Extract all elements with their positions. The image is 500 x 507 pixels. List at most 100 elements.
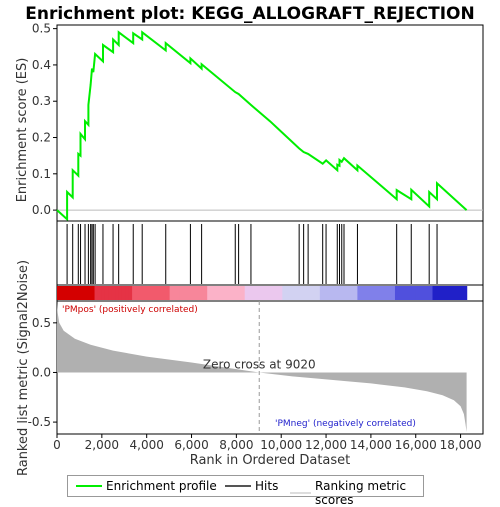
heatmap-cell [111,286,116,300]
x-tick-label: 4,000 [130,438,164,452]
x-tick-label: 6,000 [174,438,208,452]
heatmap-cell [196,286,201,300]
metric-y-tick-label: -0.5 [28,415,51,429]
heatmap-cell [401,286,406,300]
hits-swatch [225,485,251,487]
heatmap-cell [227,286,232,300]
heatmap-cell [391,286,396,300]
heatmap-cell [108,286,113,300]
x-tick-label: 10,000 [260,438,302,452]
heatmap-cell [330,286,335,300]
heatmap-cell [217,286,222,300]
heatmap-cell [299,286,304,300]
es-y-axis-label: Enrichment score (ES) [15,58,30,203]
heatmap-cell [432,286,437,300]
heatmap-cell [306,286,311,300]
heatmap-cell [220,286,225,300]
heatmap-cell [261,286,266,300]
x-tick-label: 12,000 [305,438,347,452]
chart-title: Enrichment plot: KEGG_ALLOGRAFT_REJECTIO… [25,4,475,24]
heatmap-cell [364,286,369,300]
heatmap-cell [374,286,379,300]
heatmap-cell [452,286,457,300]
es-y-tick-label: 0.3 [32,94,51,108]
zero-cross-label: Zero cross at 9020 [203,357,316,371]
heatmap-cell [333,286,338,300]
heatmap-cell [350,286,355,300]
heatmap-cell [210,286,215,300]
heatmap-cell [268,286,273,300]
legend-label-ranking-metric: Ranking metric scores [315,479,407,507]
legend-label-hits: Hits [255,479,279,493]
heatmap-cell [412,286,417,300]
heatmap-cell [422,286,427,300]
x-axis-label: Rank in Ordered Dataset [190,453,351,468]
heatmap-cell [371,286,376,300]
heatmap-cell [326,286,331,300]
heatmap-cell [244,286,249,300]
heatmap-cell [234,286,239,300]
heatmap-cell [118,286,123,300]
heatmap-cell [149,286,154,300]
heatmap-cell [459,286,464,300]
es-y-tick-label: 0.2 [32,131,51,145]
heatmap-cell [207,286,212,300]
heatmap-cell [405,286,410,300]
x-tick-label: 0 [53,438,61,452]
heatmap-cell [224,286,229,300]
heatmap-cell [435,286,440,300]
heatmap-cell [439,286,444,300]
heatmap-cell [265,286,270,300]
heatmap-cell [203,286,208,300]
legend: Enrichment profile Hits Ranking metric s… [67,475,424,507]
heatmap-cell [145,286,150,300]
es-y-axis: 0.0 0.1 0.2 0.3 0.4 0.5 [32,22,57,217]
heatmap-cell [94,286,99,300]
es-y-tick-label: 0.4 [32,58,51,72]
heatmap-cell [446,286,451,300]
heatmap-cell [340,286,345,300]
heatmap-cell [183,286,188,300]
enrichment-profile-line [56,30,468,222]
heatmap-cell [442,286,447,300]
heatmap-cell [418,286,423,300]
heatmap-cell [292,286,297,300]
heatmap-cell [384,286,389,300]
heatmap-cell [142,286,147,300]
heatmap-cell [285,286,290,300]
heatmap-cell [80,286,85,300]
heatmap-cell [377,286,382,300]
heatmap-cell [57,286,62,300]
heatmap-cell [295,286,300,300]
heatmap-cell [63,286,68,300]
heatmap-cell [121,286,126,300]
metric-y-tick-label: 0.0 [32,365,51,379]
heatmap-cell [101,286,106,300]
heatmap-cell [347,286,352,300]
enrichment-profile-swatch [76,485,102,487]
heatmap-cell [132,286,137,300]
heatmap-cell [104,286,109,300]
heatmap-cell [408,286,413,300]
heatmap-cell [200,286,205,300]
heatmap-cell [166,286,171,300]
heatmap-cell [353,286,358,300]
heatmap-cell [394,286,399,300]
heatmap-cell [241,286,246,300]
es-y-tick-label: 0.5 [32,22,51,36]
heatmap-cell [360,286,365,300]
heatmap-cell [67,286,72,300]
heatmap-cell [159,286,164,300]
heatmap-cell [237,286,242,300]
heatmap-cell [309,286,314,300]
heatmap-cell [381,286,386,300]
heatmap-cell [186,286,191,300]
es-y-tick-label: 0.1 [32,167,51,181]
es-y-tick-label: 0.0 [32,203,51,217]
heatmap-cell [152,286,157,300]
heatmap-cell [173,286,178,300]
heatmap-cell [70,286,75,300]
heatmap-cell [77,286,82,300]
heatmap-cell [214,286,219,300]
metric-y-tick-label: 0.5 [32,316,51,330]
